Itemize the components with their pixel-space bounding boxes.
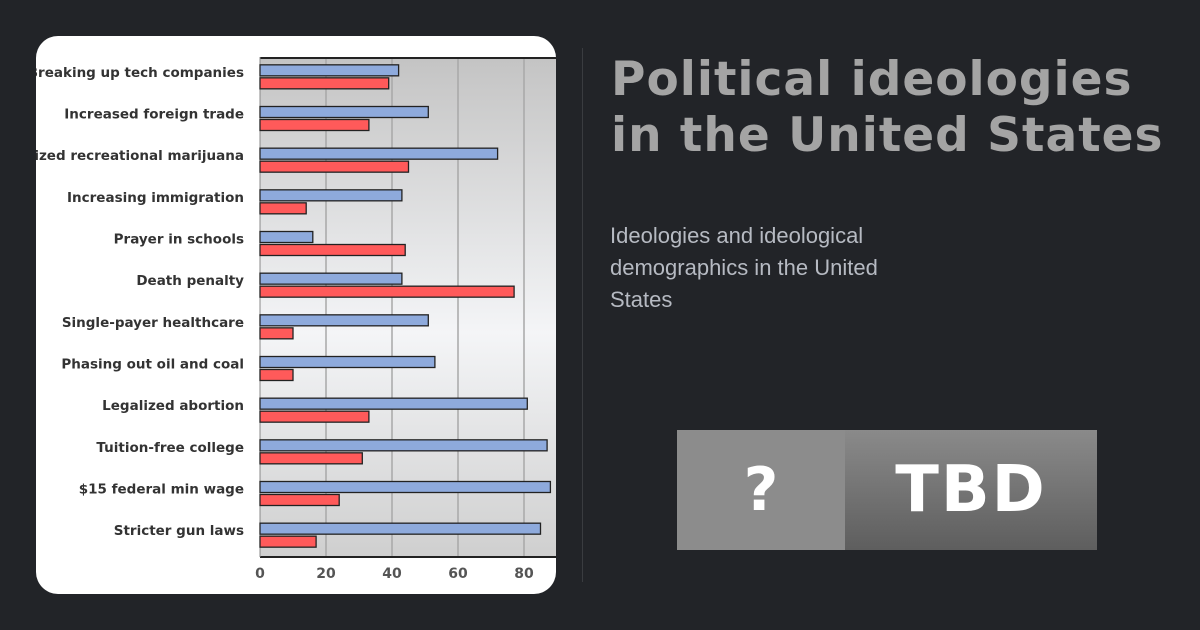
x-tick-label: 20 (316, 566, 336, 582)
plot-area (260, 57, 556, 557)
category-label: Prayer in schools (114, 232, 244, 248)
title-line-2: in the United States (611, 108, 1164, 163)
category-label: $15 federal min wage (79, 482, 244, 498)
bar-blue (259, 355, 436, 369)
status-badge: ? TBD (677, 430, 1097, 550)
bar-blue (259, 147, 499, 160)
bar-blue (259, 230, 314, 244)
x-tick-label: 0 (255, 566, 265, 582)
x-tick-label: 80 (514, 566, 534, 582)
bar-chart: 0 20 40 60 80 Breaking up tech companies Incre… (36, 57, 556, 582)
bar-blue (259, 439, 548, 452)
badge-label: TBD (845, 430, 1097, 550)
bar-red (259, 202, 307, 215)
x-tick-label: 60 (448, 566, 468, 582)
bar-red (259, 160, 410, 173)
bar-blue (259, 105, 429, 119)
subtitle: Ideologies and ideological demographics … (610, 223, 878, 312)
bar-blue (259, 314, 429, 327)
bar-blue (259, 480, 552, 494)
bar-blue (259, 397, 528, 410)
bar-blue (259, 189, 403, 202)
category-label: Phasing out oil and coal (61, 357, 244, 373)
category-label: Increased foreign trade (64, 107, 244, 123)
question-icon: ? (677, 430, 845, 550)
bar-red (259, 285, 515, 298)
category-label: Increasing immigration (67, 190, 244, 206)
category-label: Legalized recreational marijuana (36, 148, 244, 164)
chart-card: 0 20 40 60 80 Breaking up tech companies Incre… (36, 36, 556, 594)
bar-red (259, 118, 370, 132)
category-label: Legalized abortion (102, 398, 244, 414)
category-label: Death penalty (136, 273, 244, 289)
bar-red (259, 452, 363, 465)
page-title: Political ideologies in the United State… (611, 52, 1200, 164)
category-label: Tuition-free college (96, 440, 244, 456)
bar-blue (259, 522, 542, 535)
bar-red (259, 493, 340, 507)
bar-red (259, 243, 406, 257)
bar-red (259, 368, 294, 382)
category-label: Stricter gun laws (114, 523, 244, 539)
bar-red (259, 535, 317, 548)
bar-blue (259, 272, 403, 285)
bar-red (259, 327, 294, 340)
bar-red (259, 410, 370, 423)
category-label: Single-payer healthcare (62, 315, 244, 331)
title-line-1: Political ideologies (611, 52, 1133, 107)
divider (582, 48, 583, 582)
bar-blue (259, 64, 400, 77)
category-label: Breaking up tech companies (36, 65, 244, 81)
x-tick-label: 40 (382, 566, 402, 582)
bar-red (259, 77, 390, 90)
